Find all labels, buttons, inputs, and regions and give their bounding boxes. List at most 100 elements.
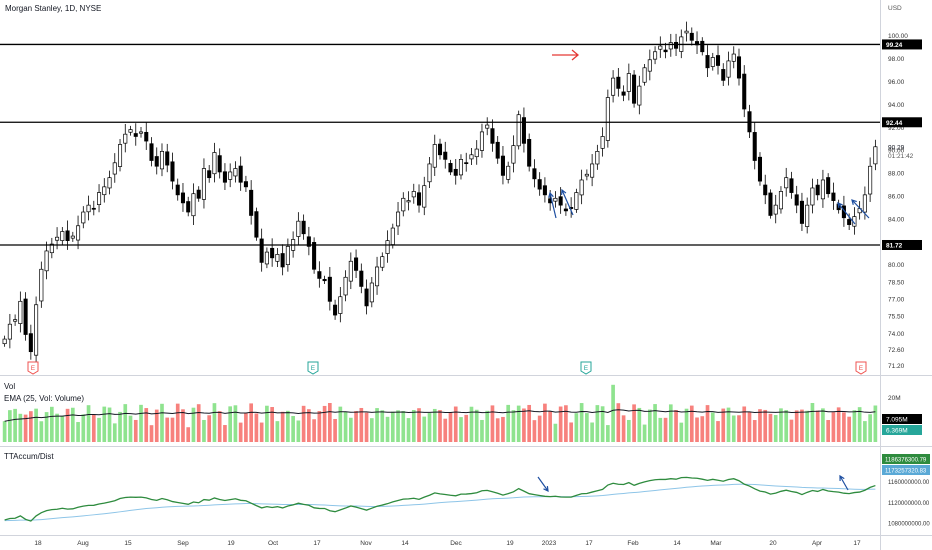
candle-body — [322, 278, 327, 282]
volume-bar — [443, 418, 448, 442]
candle-body — [86, 204, 91, 213]
candle-body — [411, 191, 416, 198]
earnings-label: E — [584, 365, 589, 372]
x-tick-label: 20 — [769, 540, 777, 547]
volume-bar — [537, 415, 542, 442]
candle-body — [616, 76, 621, 89]
volume-bar — [186, 427, 191, 442]
candle-body — [369, 282, 374, 303]
volume-bar — [191, 407, 196, 442]
volume-bar — [868, 414, 872, 442]
volume-bar — [364, 412, 369, 442]
volume-bar — [779, 408, 783, 442]
candle-body — [175, 184, 180, 196]
volume-bar — [616, 403, 621, 442]
volume-bar — [181, 409, 185, 442]
level-price-tag — [882, 117, 922, 128]
volume-bar — [133, 419, 138, 442]
candle-body — [553, 197, 558, 202]
accum-line — [4, 476, 876, 522]
volume-bar — [585, 413, 589, 442]
x-tick-label: Sep — [177, 540, 189, 547]
volume-bar — [223, 425, 227, 442]
candle-body — [815, 184, 820, 196]
volume-bar — [13, 408, 17, 442]
candle-body — [485, 124, 490, 129]
candle-body — [710, 57, 715, 67]
price-tick-label: 75.50 — [888, 314, 905, 321]
volume-bar — [794, 410, 799, 442]
volume-bar — [70, 407, 75, 442]
candle-body — [689, 32, 694, 41]
volume-bar — [348, 417, 353, 442]
volume-bar — [343, 411, 348, 442]
price-tick-label: 100.00 — [888, 33, 908, 40]
candle-body — [847, 219, 852, 225]
volume-bar — [810, 403, 815, 442]
candle-body — [862, 194, 867, 213]
candle-body — [254, 211, 259, 238]
volume-bar — [438, 410, 442, 442]
candle-body — [495, 141, 500, 159]
volume-bar — [317, 411, 322, 442]
candle-body — [28, 333, 33, 353]
volume-bar — [632, 404, 636, 442]
volume-bar — [863, 421, 867, 442]
volume-bar — [627, 419, 631, 442]
volume-bar — [123, 404, 128, 442]
volume-bar — [695, 417, 699, 442]
volume-bar — [826, 420, 831, 442]
candle-body — [249, 189, 254, 216]
volume-bar — [642, 424, 647, 442]
volume-bar — [621, 415, 626, 442]
volume-bar — [228, 406, 233, 442]
volume-bar — [569, 422, 573, 442]
volume-bar — [737, 415, 741, 442]
currency-label: USD — [888, 5, 902, 12]
candle-body — [364, 288, 369, 307]
candle-body — [726, 60, 731, 78]
volume-bar — [322, 405, 327, 442]
volume-bar — [689, 405, 694, 442]
candle-body — [39, 268, 44, 302]
volume-bar — [464, 414, 469, 442]
candle-body — [663, 49, 668, 53]
volume-bar — [590, 422, 594, 442]
accum-tick-label: 1160000000.00 — [888, 480, 930, 486]
earnings-marker — [307, 361, 319, 375]
price-tick-label: 92.00 — [888, 125, 905, 132]
volume-bar — [543, 403, 547, 442]
price-tick-label: 80.00 — [888, 262, 905, 269]
level-price-label: 81.72 — [886, 242, 903, 249]
candle-body — [474, 148, 479, 158]
volume-ema-label: EMA (25, Vol: Volume) — [4, 394, 85, 403]
volume-bar — [380, 410, 385, 442]
candle-body — [684, 30, 689, 34]
volume-bar — [647, 409, 652, 442]
volume-bar — [312, 419, 316, 442]
x-tick-label: 2023 — [542, 540, 557, 547]
volume-bar — [663, 417, 668, 442]
candle-body — [778, 191, 783, 210]
volume-panel-label: Vol — [4, 382, 16, 391]
volume-bar — [202, 419, 206, 442]
price-tick-label: 96.00 — [888, 79, 905, 86]
volume-bar — [773, 415, 778, 442]
candle-body — [479, 131, 484, 151]
x-tick-label: Nov — [360, 540, 372, 547]
candle-body — [458, 159, 464, 176]
volume-bar — [207, 415, 212, 442]
volume-bar — [212, 403, 217, 442]
x-tick-label: 14 — [673, 540, 681, 547]
volume-bar — [684, 408, 689, 442]
blue-arrow — [560, 188, 574, 216]
volume-bar — [836, 407, 841, 442]
volume-bar — [742, 406, 747, 442]
candle-body — [437, 143, 443, 156]
volume-bar — [716, 421, 720, 442]
candle-body — [170, 161, 175, 182]
earnings-label: E — [311, 365, 316, 372]
volume-bar — [34, 408, 38, 442]
volume-bar — [474, 409, 479, 442]
volume-bar — [495, 418, 500, 442]
